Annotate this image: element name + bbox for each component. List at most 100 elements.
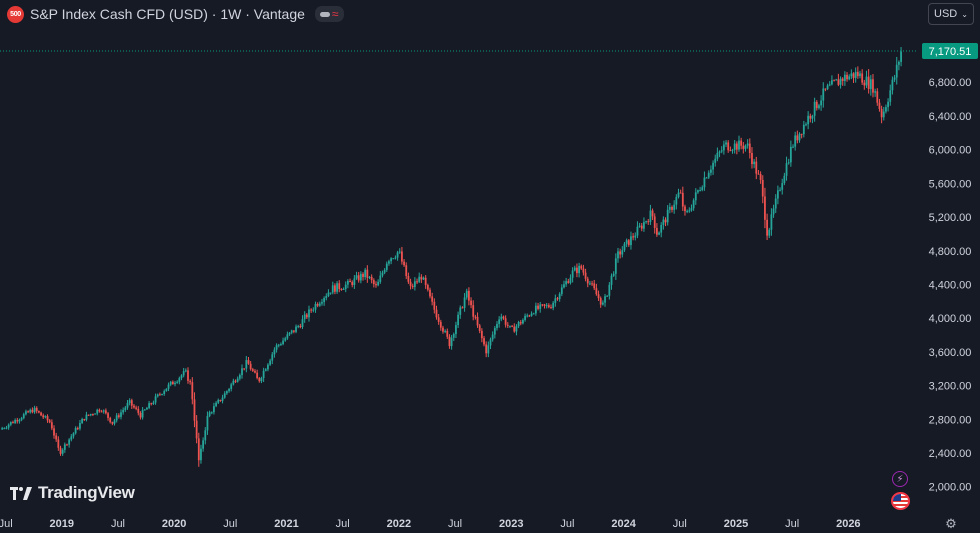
candle [854, 67, 857, 83]
candle [444, 329, 447, 334]
chevron-down-icon: ⌄ [961, 9, 968, 19]
gear-icon[interactable]: ⚙ [945, 516, 957, 531]
candle-body [872, 79, 874, 93]
candle [96, 408, 99, 416]
candle [176, 380, 179, 384]
candle-body [143, 409, 146, 411]
candle-body [876, 91, 879, 103]
x-tick-label: Jul [560, 518, 574, 530]
candle [323, 296, 326, 306]
candle-body [107, 413, 109, 418]
candle-body [843, 74, 846, 81]
candle [522, 318, 524, 325]
candle [679, 189, 682, 194]
candle [327, 289, 330, 298]
last-price-tag [922, 43, 978, 60]
candle-body [500, 316, 503, 320]
candle [623, 242, 626, 252]
tradingview-logo[interactable]: TradingView [10, 483, 135, 503]
candle [668, 203, 671, 214]
candle-body [807, 115, 810, 125]
candle-body [254, 370, 256, 373]
currency-select[interactable]: USD ⌄ [928, 3, 974, 25]
candle [517, 320, 520, 329]
us-flag-icon[interactable] [891, 492, 910, 510]
candle-body [210, 412, 213, 414]
candle-body [465, 290, 468, 298]
x-tick-label: Jul [111, 518, 125, 530]
candle-body [472, 305, 475, 317]
candle-body [388, 261, 390, 264]
candle [651, 208, 654, 221]
candle-body [794, 135, 797, 147]
candle [256, 369, 259, 380]
candle [375, 281, 377, 288]
candle [872, 74, 874, 98]
candle [461, 306, 464, 309]
candle-body [139, 412, 142, 418]
candle [735, 141, 738, 155]
candle-body [850, 73, 853, 77]
candle [87, 414, 90, 416]
candle [627, 238, 630, 247]
candle [897, 60, 900, 71]
candle-body [534, 305, 537, 314]
candle [772, 204, 775, 218]
candle-body [627, 240, 630, 246]
candle [143, 408, 146, 411]
candle [757, 170, 760, 175]
x-tick-label: 2020 [162, 518, 186, 530]
symbol-title[interactable]: S&P Index Cash CFD (USD) · 1W · Vantage [30, 6, 305, 22]
candle-body [789, 146, 792, 163]
candle [297, 324, 300, 329]
chart-header: 500 S&P Index Cash CFD (USD) · 1W · Vant… [0, 0, 907, 28]
candle-body [74, 428, 77, 434]
candle-body [431, 296, 434, 302]
candle-body [426, 285, 429, 290]
candle-body [824, 88, 827, 90]
candle [604, 293, 606, 307]
candle [465, 288, 468, 300]
candle [880, 105, 883, 124]
candle-body [277, 344, 280, 346]
candle [658, 231, 660, 236]
candle [681, 186, 684, 211]
candle [150, 402, 153, 406]
candle-body [355, 275, 358, 279]
candle [502, 315, 505, 320]
price-axis: 2,000.00 2,400.00 2,800.00 3,200.00 3,600.00… [929, 77, 972, 493]
indicator-toggle-pill[interactable]: ≈ [314, 6, 344, 22]
candle [595, 283, 598, 296]
candle [321, 298, 323, 306]
candle-body [176, 381, 179, 383]
candle-body [729, 150, 732, 152]
candle [109, 416, 112, 424]
candle-body [686, 210, 689, 212]
candle-body [839, 78, 842, 85]
candle [66, 443, 68, 446]
candle-body [96, 409, 99, 414]
candle-body [733, 143, 736, 150]
candle [89, 413, 92, 417]
candle-body [783, 175, 786, 184]
candle-body [154, 396, 157, 403]
candle-body [249, 363, 252, 370]
candle [543, 303, 546, 309]
candle [12, 420, 14, 424]
candle-body [61, 449, 64, 454]
candle [215, 401, 217, 408]
candle-body [647, 221, 650, 223]
candle [195, 415, 198, 444]
lightning-icon[interactable]: ⚡ [892, 471, 908, 487]
y-tick-label: 5,200.00 [929, 212, 972, 224]
candle [573, 265, 576, 272]
candle-body [366, 269, 369, 278]
candle [519, 320, 522, 326]
brand-name: TradingView [38, 483, 135, 502]
candle-body [578, 265, 580, 274]
candle-body [312, 309, 315, 311]
candle [225, 390, 228, 395]
candle [506, 322, 509, 329]
candle [407, 272, 410, 284]
